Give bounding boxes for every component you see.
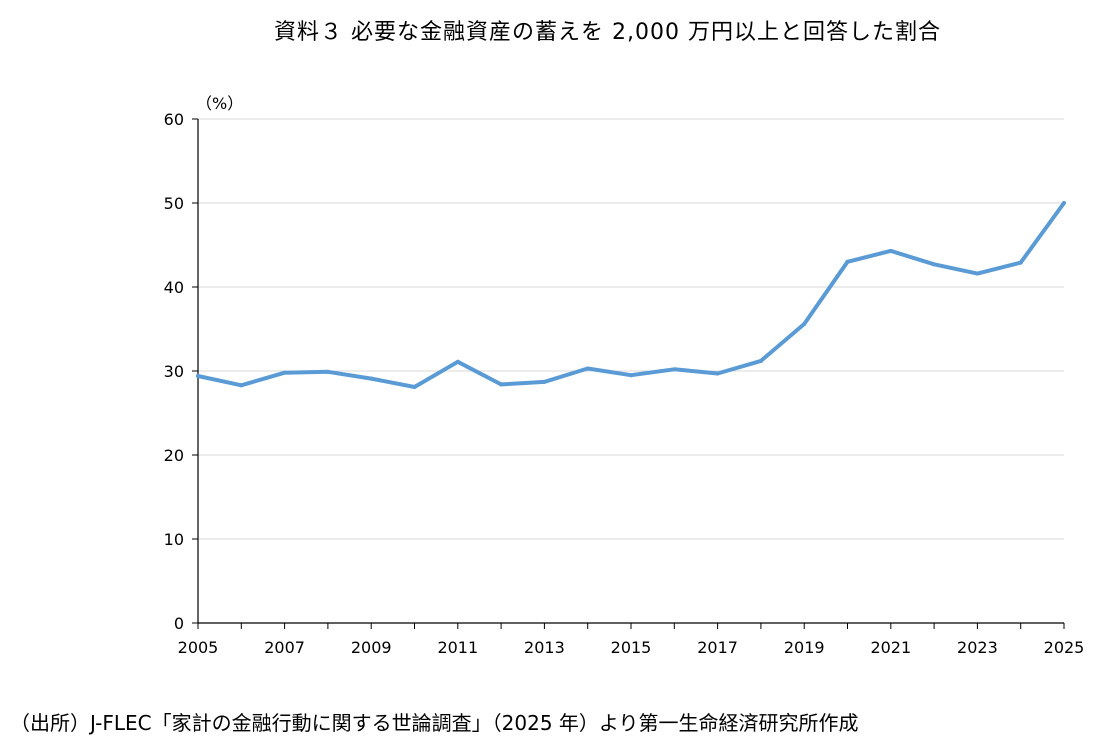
x-tick-label-2025: 2025 — [1044, 638, 1085, 657]
data-point-2008 — [325, 369, 330, 374]
x-tick-label-2009: 2009 — [351, 638, 392, 657]
data-point-2011 — [455, 359, 460, 364]
y-tick-label-10: 10 — [164, 530, 184, 549]
data-point-2020 — [845, 259, 850, 264]
data-point-2017 — [715, 371, 720, 376]
y-tick-label-20: 20 — [164, 446, 184, 465]
data-point-2023 — [975, 271, 980, 276]
series-line-0 — [196, 201, 1066, 389]
chart-title: 資料３ 必要な金融資産の蓄えを 2,000 万円以上と回答した割合 — [274, 20, 941, 45]
data-point-2014 — [585, 366, 590, 371]
x-tick-labels: 2005 2007 2009 2011 2013 2015 2017 2019 2021 2023… — [178, 638, 1085, 657]
y-tick-label-30: 30 — [164, 362, 184, 381]
data-point-2015 — [629, 373, 633, 378]
x-tick-label-2017: 2017 — [697, 638, 738, 657]
series — [196, 201, 1066, 389]
data-point-2022 — [932, 262, 937, 267]
gridlines — [198, 118, 1064, 540]
x-tick-label-2019: 2019 — [784, 638, 825, 657]
x-tick-label-2015: 2015 — [611, 638, 652, 657]
data-point-2009 — [369, 376, 374, 381]
data-point-2018 — [758, 358, 763, 363]
y-tick-label-40: 40 — [164, 278, 184, 297]
source-note: （出所）J-FLEC「家計の金融行動に関する世論調査」（2025 年）より第一生… — [10, 711, 859, 735]
x-tick-label-2005: 2005 — [178, 638, 219, 657]
data-point-2012 — [499, 382, 504, 387]
data-point-2019 — [802, 321, 807, 326]
x-tick-label-2013: 2013 — [524, 638, 565, 657]
data-point-2025 — [1062, 201, 1066, 205]
y-tick-label-0: 0 — [174, 614, 184, 633]
y-tick-label-50: 50 — [164, 194, 184, 213]
y-axis-unit-label: （%） — [196, 94, 244, 113]
y-tick-label-60: 60 — [164, 110, 184, 129]
data-point-2005 — [196, 374, 200, 379]
data-point-2007 — [282, 370, 287, 375]
x-tick-label-2011: 2011 — [437, 638, 478, 657]
data-point-2006 — [239, 383, 244, 388]
data-point-2021 — [888, 248, 893, 253]
x-tick-label-2021: 2021 — [870, 638, 911, 657]
axes — [192, 118, 1065, 629]
x-tick-label-2023: 2023 — [957, 638, 998, 657]
data-point-2013 — [542, 379, 547, 384]
data-point-2016 — [672, 367, 677, 372]
data-point-2024 — [1018, 260, 1023, 265]
y-tick-labels: 0 10 20 30 40 50 60 — [164, 110, 184, 633]
data-point-2010 — [412, 384, 417, 389]
x-tick-label-2007: 2007 — [264, 638, 305, 657]
